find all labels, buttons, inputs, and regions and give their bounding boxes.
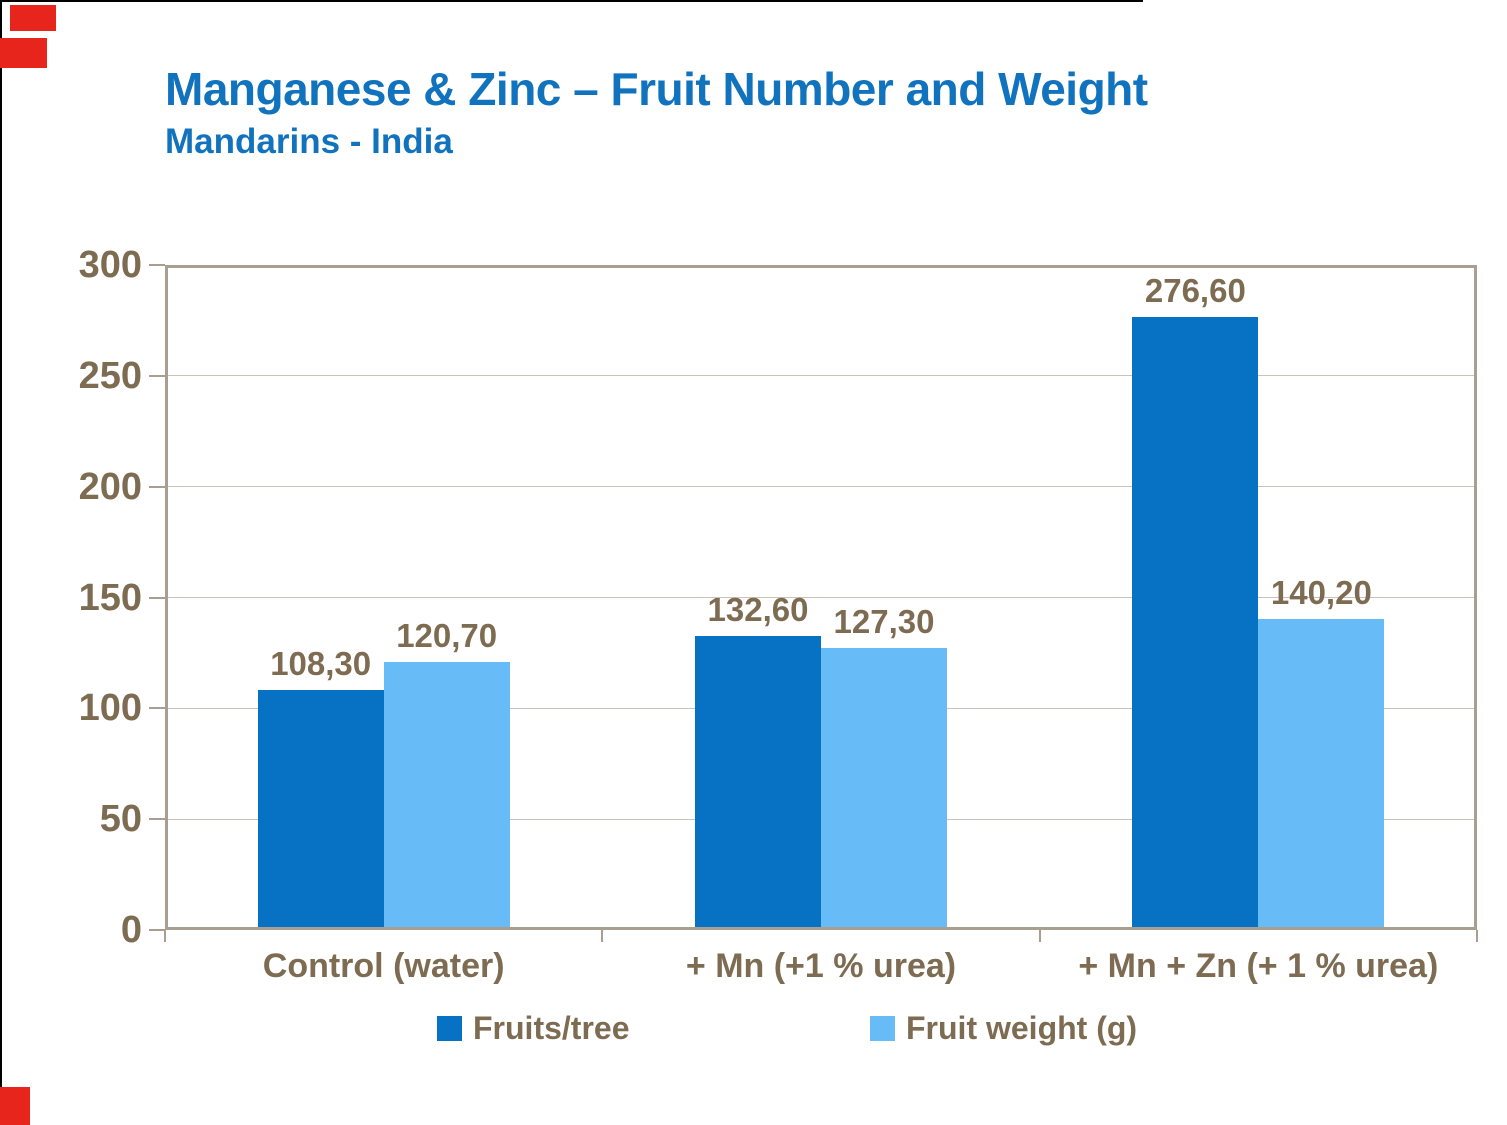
legend-item-fruit-weight: Fruit weight (g) [870,1011,1137,1045]
y-gridline [165,486,1477,488]
chart-title: Manganese & Zinc – Fruit Number and Weig… [165,63,1148,115]
y-gridline [165,597,1477,598]
slide-top-edge-line [0,0,1143,2]
bar-fruit-weight [383,662,510,927]
bar-fruits-tree [1132,316,1259,927]
bar-data-label: 127,30 [833,602,935,640]
y-gridline [165,375,1477,377]
redaction-box-bottom [0,1087,30,1125]
x-axis-tick [1038,930,1041,942]
y-axis-tick-label: 50 [99,798,142,841]
y-axis-tick [149,374,165,377]
bar-fruits-tree [257,689,384,927]
legend-label: Fruit weight (g) [906,1010,1138,1046]
y-axis-tick [149,707,165,710]
x-axis-category-label: + Mn (+1 % urea) [685,947,957,985]
y-axis-tick-label: 100 [78,687,142,730]
y-axis-tick-label: 150 [78,576,142,619]
y-axis-tick-label: 200 [78,465,142,508]
bar-data-label: 132,60 [707,591,809,629]
x-axis-category-label: + Mn + Zn (+ 1 % urea) [1078,947,1439,985]
chart-subtitle: Mandarins - India [165,122,453,161]
bar-data-label: 108,30 [270,644,372,682]
x-axis-tick [601,930,604,942]
bar-data-label: 276,60 [1144,271,1246,309]
y-axis-tick [149,264,165,266]
y-axis-tick-label: 300 [78,244,142,286]
bar-data-label: 140,20 [1270,574,1372,612]
bar-fruit-weight [1258,619,1385,927]
bar-data-label: 120,70 [396,617,498,655]
y-axis-tick-label: 250 [78,354,142,397]
redaction-box-top-1 [10,5,56,31]
x-axis-tick [1476,930,1478,942]
legend-label: Fruits/tree [473,1010,630,1046]
bar-fruit-weight [821,647,947,927]
y-axis-tick [149,485,165,488]
y-axis-tick [149,929,165,931]
legend-item-fruits-tree: Fruits/tree [437,1011,629,1045]
x-axis-tick [164,930,166,942]
slide-left-edge-line [0,0,2,1118]
y-axis-tick [149,818,165,821]
legend-swatch-icon [437,1015,462,1041]
bar-fruits-tree [695,636,821,927]
plot-area-border [165,265,1477,930]
y-axis-tick [149,596,165,599]
redaction-box-top-2 [0,38,47,68]
x-axis-category-label: Control (water) [262,947,505,985]
legend-swatch-icon [870,1015,895,1041]
y-axis-tick-label: 0 [120,909,142,951]
